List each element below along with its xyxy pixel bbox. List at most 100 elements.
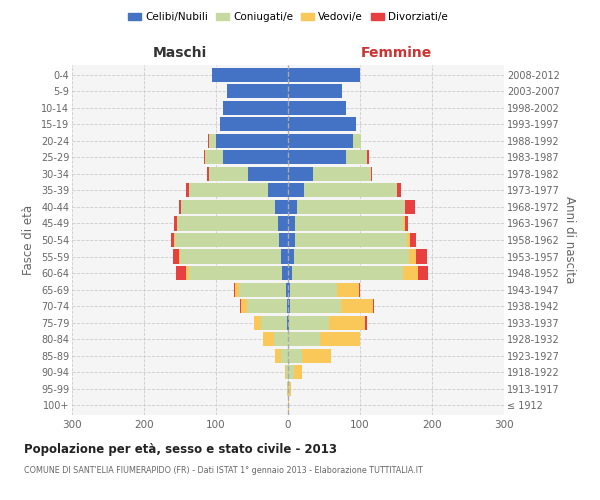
Bar xyxy=(188,184,268,198)
Bar xyxy=(209,134,216,148)
Bar xyxy=(359,282,360,296)
Bar xyxy=(239,282,286,296)
Bar xyxy=(404,216,408,230)
Bar xyxy=(288,348,302,362)
Bar xyxy=(288,332,320,346)
Bar xyxy=(294,365,302,379)
Bar xyxy=(275,200,288,214)
Bar xyxy=(367,150,368,164)
Bar xyxy=(320,332,360,346)
Bar xyxy=(288,216,295,230)
Bar xyxy=(220,118,288,132)
Bar xyxy=(287,299,288,313)
Bar xyxy=(280,233,288,247)
Bar xyxy=(288,150,346,164)
Bar xyxy=(288,118,356,132)
Bar xyxy=(179,200,181,214)
Bar xyxy=(288,167,313,181)
Bar xyxy=(286,365,288,379)
Bar xyxy=(288,316,289,330)
Bar xyxy=(187,184,188,198)
Bar xyxy=(247,299,287,313)
Y-axis label: Fasce di età: Fasce di età xyxy=(22,205,35,275)
Bar xyxy=(274,332,288,346)
Bar xyxy=(288,282,290,296)
Bar xyxy=(290,282,337,296)
Bar xyxy=(407,233,410,247)
Bar xyxy=(288,382,289,396)
Bar xyxy=(187,266,188,280)
Bar xyxy=(341,299,373,313)
Bar xyxy=(302,348,331,362)
Bar xyxy=(418,266,428,280)
Bar xyxy=(409,250,416,264)
Bar xyxy=(288,200,296,214)
Bar xyxy=(295,233,407,247)
Text: Femmine: Femmine xyxy=(361,46,431,60)
Text: Maschi: Maschi xyxy=(153,46,207,60)
Bar xyxy=(174,233,175,247)
Bar xyxy=(416,250,427,264)
Bar xyxy=(288,365,294,379)
Bar xyxy=(282,266,288,280)
Bar xyxy=(287,382,288,396)
Bar xyxy=(288,184,304,198)
Bar xyxy=(313,167,371,181)
Bar xyxy=(281,348,288,362)
Bar xyxy=(289,382,291,396)
Bar xyxy=(175,233,280,247)
Bar xyxy=(288,68,360,82)
Bar xyxy=(173,216,177,230)
Bar xyxy=(173,250,179,264)
Bar xyxy=(410,233,416,247)
Bar xyxy=(208,167,209,181)
Y-axis label: Anni di nascita: Anni di nascita xyxy=(563,196,577,284)
Bar xyxy=(234,282,235,296)
Bar xyxy=(289,316,329,330)
Bar xyxy=(397,184,401,198)
Bar xyxy=(290,299,341,313)
Bar xyxy=(373,299,374,313)
Bar xyxy=(208,134,209,148)
Bar xyxy=(268,184,288,198)
Bar xyxy=(223,101,288,115)
Bar xyxy=(281,250,288,264)
Bar xyxy=(177,216,278,230)
Bar xyxy=(288,398,289,412)
Bar xyxy=(205,150,223,164)
Bar xyxy=(176,266,187,280)
Bar xyxy=(223,150,288,164)
Bar xyxy=(216,134,288,148)
Bar xyxy=(288,134,353,148)
Bar xyxy=(288,299,290,313)
Bar xyxy=(403,216,404,230)
Text: Popolazione per età, sesso e stato civile - 2013: Popolazione per età, sesso e stato civil… xyxy=(24,442,337,456)
Bar xyxy=(248,167,288,181)
Bar xyxy=(278,216,288,230)
Bar xyxy=(288,84,342,98)
Bar xyxy=(288,250,294,264)
Bar xyxy=(181,200,275,214)
Bar xyxy=(403,266,418,280)
Bar xyxy=(365,316,367,330)
Bar xyxy=(170,233,174,247)
Legend: Celibi/Nubili, Coniugati/e, Vedovi/e, Divorziati/e: Celibi/Nubili, Coniugati/e, Vedovi/e, Di… xyxy=(124,8,452,26)
Bar xyxy=(304,184,397,198)
Bar xyxy=(254,316,262,330)
Bar xyxy=(329,316,365,330)
Bar xyxy=(212,68,288,82)
Bar xyxy=(188,266,282,280)
Text: COMUNE DI SANT'ELIA FIUMERAPIDO (FR) - Dati ISTAT 1° gennaio 2013 - Elaborazione: COMUNE DI SANT'ELIA FIUMERAPIDO (FR) - D… xyxy=(24,466,423,475)
Bar xyxy=(262,316,287,330)
Bar xyxy=(285,365,286,379)
Bar xyxy=(346,150,367,164)
Bar xyxy=(240,299,241,313)
Bar xyxy=(286,282,288,296)
Bar xyxy=(371,167,372,181)
Bar xyxy=(263,332,274,346)
Bar xyxy=(337,282,359,296)
Bar xyxy=(404,200,415,214)
Bar xyxy=(204,150,205,164)
Bar xyxy=(295,216,403,230)
Bar xyxy=(288,101,346,115)
